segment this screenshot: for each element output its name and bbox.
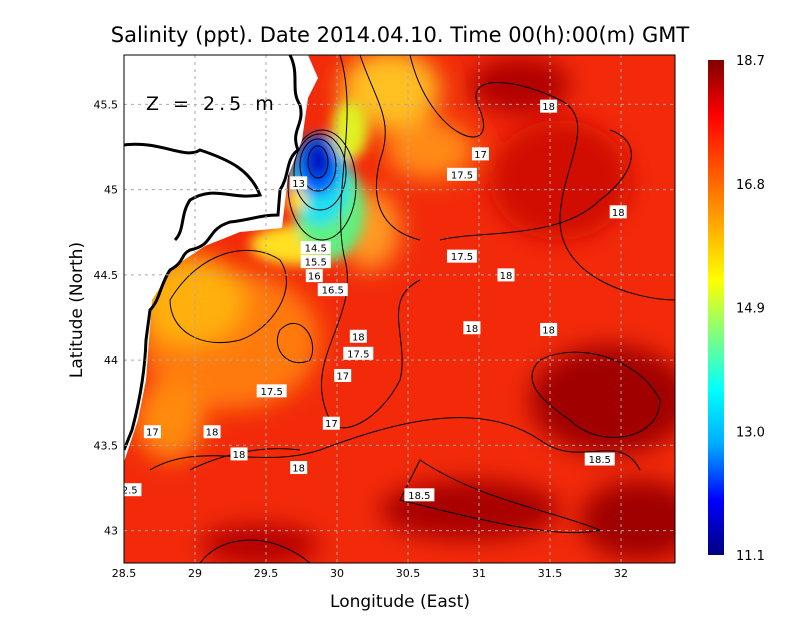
y-axis-label: Latitude (North) — [67, 242, 87, 378]
contour-label: 18 — [500, 271, 513, 282]
y-tick-label: 45.5 — [94, 98, 119, 111]
coastline — [124, 55, 303, 451]
contour-label: 2.5 — [122, 486, 138, 497]
x-tick-label: 30.5 — [396, 567, 421, 580]
contour-label: 18.5 — [408, 491, 430, 502]
contour-label: 17.5 — [451, 170, 473, 181]
x-tick-label: 30 — [330, 567, 344, 580]
x-tick-label: 31 — [472, 567, 486, 580]
x-tick-label: 32 — [614, 567, 628, 580]
contour-label: 17.5 — [451, 252, 473, 263]
contour-label: 17 — [146, 428, 159, 439]
contour-label: 18 — [292, 464, 305, 475]
colorbar-tick-label: 16.8 — [736, 178, 765, 193]
colorbar-tick-label: 13.0 — [736, 425, 765, 440]
y-tick-label: 44 — [104, 354, 118, 367]
contour-label: 18 — [466, 324, 479, 335]
x-tick-label: 29.5 — [254, 567, 279, 580]
contour-label: 17.5 — [347, 349, 369, 360]
x-axis-label: Longitude (East) — [330, 592, 470, 612]
contour-label: 17.5 — [261, 387, 283, 398]
contour-label: 18 — [233, 450, 246, 461]
contour-label-box — [230, 447, 248, 461]
contour-label: 17 — [325, 419, 338, 430]
contour-label-box — [404, 488, 435, 502]
contour-label: 14.5 — [305, 244, 327, 255]
x-tick-label: 28.5 — [112, 567, 137, 580]
x-tick-label: 29 — [188, 567, 202, 580]
colorbar-tick-label: 14.9 — [736, 302, 765, 317]
contour-label-box — [300, 255, 331, 269]
contour-label: 18 — [542, 102, 555, 113]
y-tick-label: 44.5 — [94, 269, 119, 282]
contour-label-box — [305, 269, 323, 283]
contour-label-box — [540, 99, 558, 113]
contour-label-box — [317, 283, 348, 297]
contour-label-box — [300, 241, 331, 255]
land-mask — [124, 55, 318, 462]
plot-frame — [123, 54, 676, 564]
contour-label-box — [349, 329, 367, 343]
contour-label: 15.5 — [305, 258, 327, 269]
y-tick-label: 45 — [104, 184, 118, 197]
contour-label-box — [322, 416, 340, 430]
colorbar-tick-label: 11.1 — [736, 549, 765, 564]
contour-label: 18 — [612, 208, 625, 219]
contour-label-box — [584, 452, 615, 466]
contour-label-box — [463, 321, 481, 335]
colorbar-tick-label: 18.7 — [736, 54, 765, 69]
grid-lines — [124, 55, 675, 563]
contour-label: 18 — [206, 428, 219, 439]
contour-label-box — [497, 268, 515, 282]
colorbar — [708, 60, 724, 555]
contour-label: 17 — [474, 150, 487, 161]
contour-label-box — [471, 147, 489, 161]
contour-label-box — [609, 205, 627, 219]
contour-label: 16 — [308, 272, 321, 283]
chart-title: Salinity (ppt). Date 2014.04.10. Time 00… — [111, 23, 690, 47]
contour-label: 16.5 — [322, 286, 344, 297]
contour-label-box — [290, 461, 308, 475]
x-tick-label: 31.5 — [538, 567, 563, 580]
contour-label-box — [446, 167, 477, 181]
contour-label-box — [334, 368, 352, 382]
contour-label: 17 — [336, 371, 349, 382]
contour-label: 18 — [352, 332, 365, 343]
y-tick-label: 43.5 — [94, 439, 119, 452]
y-tick-label: 43 — [104, 525, 118, 538]
contour-label-box — [256, 384, 287, 398]
contour-label: 13 — [292, 179, 305, 190]
depth-annotation: Z = 2.5 m — [146, 93, 278, 115]
contour-label-box — [540, 322, 558, 336]
contour-label-box — [290, 176, 308, 190]
contour-label-box — [343, 346, 374, 360]
contour-label: 18.5 — [589, 455, 611, 466]
contour-label-box — [203, 425, 221, 439]
contour-label-box — [124, 483, 142, 497]
contour-label-box — [143, 425, 161, 439]
contour-label-box — [446, 249, 477, 263]
contour-label: 18 — [542, 325, 555, 336]
